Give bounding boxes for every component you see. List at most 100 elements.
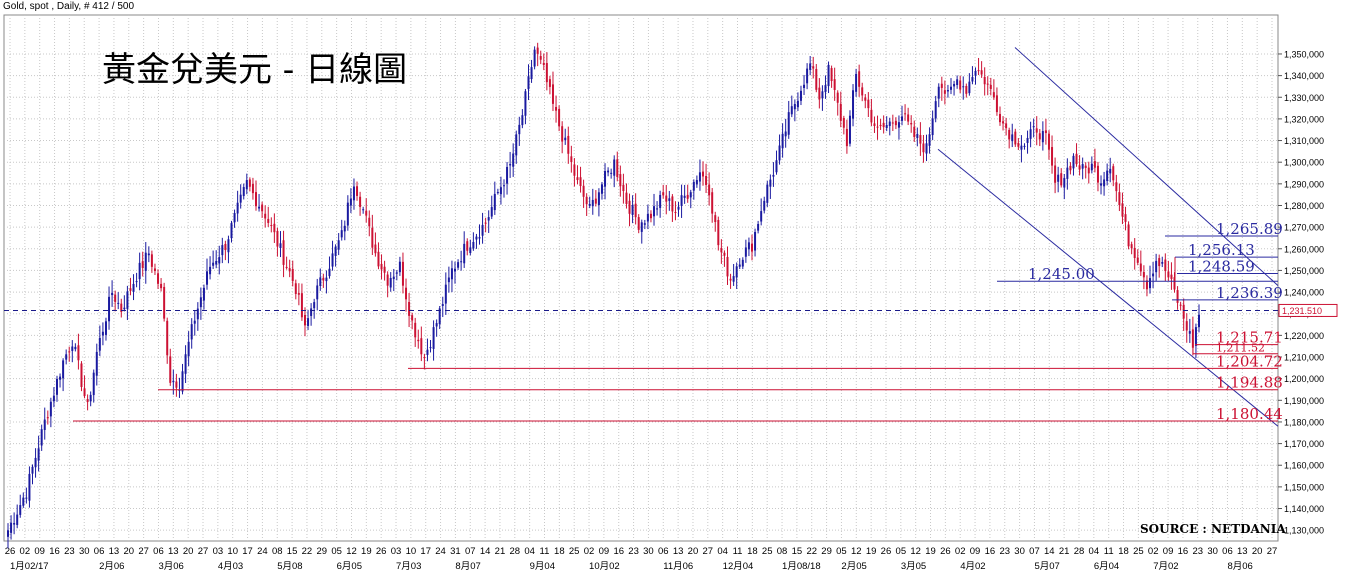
resistance-label: 1,265.89 [1216, 220, 1283, 238]
candle-body [757, 223, 760, 231]
candle [1188, 318, 1191, 343]
candle [720, 239, 723, 264]
candle-body [790, 106, 793, 115]
candle [405, 278, 408, 312]
candle [414, 317, 417, 347]
candle-body [307, 318, 310, 326]
y-tick-label: 1,310,000 [1284, 136, 1324, 146]
candle [619, 165, 622, 197]
candle [561, 121, 564, 154]
candle [98, 325, 101, 357]
candle-body [668, 198, 671, 201]
candle-body [613, 159, 616, 176]
candle-body [291, 268, 294, 282]
candle [1179, 301, 1182, 311]
x-day-label: 08 [272, 546, 283, 557]
candle [741, 257, 744, 270]
candle [248, 177, 251, 192]
support-label: 1,211.52 [1216, 342, 1265, 355]
candle [677, 201, 680, 217]
candle [74, 343, 77, 352]
chart-title: 黃金兌美元 - 日線圖 [102, 50, 408, 90]
candle-body [714, 215, 717, 223]
x-month-label: 2月06 [99, 561, 124, 572]
candle-body [493, 193, 496, 211]
candle [52, 387, 55, 408]
candle [1069, 162, 1072, 175]
candle [809, 55, 812, 76]
candle-body [239, 194, 242, 203]
candle [824, 75, 827, 99]
candle-body [842, 118, 845, 128]
candle [876, 115, 879, 140]
candle [282, 230, 285, 278]
candle-body [1133, 247, 1136, 259]
candle [1182, 298, 1185, 331]
candle [1044, 118, 1047, 145]
candle [209, 256, 212, 280]
candle [450, 260, 453, 293]
candle-body [965, 85, 968, 94]
candle [251, 177, 254, 200]
candle [953, 80, 956, 96]
candle [111, 280, 114, 307]
candle-body [481, 224, 484, 236]
candle [1051, 135, 1054, 174]
candle [793, 99, 796, 122]
candle [821, 85, 824, 111]
candle [13, 512, 16, 535]
candle-body [812, 66, 815, 69]
candle-body [729, 278, 732, 281]
candle [1198, 304, 1200, 333]
candle-body [818, 87, 821, 100]
x-month-label: 2月05 [841, 561, 866, 572]
candle-body [114, 294, 117, 302]
candle [1063, 173, 1066, 200]
candle-body [610, 172, 613, 174]
candle-body [316, 285, 319, 300]
candle-body [1014, 131, 1017, 145]
candle [328, 256, 331, 279]
candle [1008, 127, 1011, 149]
candle [653, 193, 656, 226]
candle-body [1066, 167, 1069, 179]
candle-body [1044, 130, 1047, 134]
candle [319, 268, 322, 291]
candle-body [671, 196, 674, 212]
candle-body [160, 283, 163, 289]
candle-body [1020, 145, 1023, 150]
candle-body [548, 79, 551, 87]
candle [971, 66, 974, 85]
upper-trend-line [1014, 47, 1279, 286]
candle [518, 116, 521, 146]
candle-body [649, 213, 652, 219]
candle-body [138, 262, 141, 280]
candle-body [747, 242, 750, 250]
candle [888, 117, 891, 136]
x-month-label: 10月02 [589, 561, 620, 572]
candle [1011, 123, 1014, 148]
candle-body [65, 354, 68, 360]
candle [766, 180, 769, 207]
candle-body [845, 128, 848, 147]
candle-body [25, 497, 28, 499]
x-month-label: 4月03 [218, 561, 243, 572]
candle [502, 179, 505, 198]
candle [848, 110, 851, 147]
candle [622, 173, 625, 204]
candle [10, 515, 13, 540]
candle-body [674, 212, 677, 214]
candle-body [43, 419, 46, 430]
candle-body [720, 247, 723, 253]
x-day-label: 06 [153, 546, 164, 557]
candle [784, 118, 787, 148]
x-day-label: 11 [733, 546, 743, 557]
candle [879, 118, 882, 130]
candle-body [1191, 329, 1194, 348]
candle [965, 83, 968, 98]
candle-body [108, 296, 111, 322]
candle-body [695, 180, 698, 185]
x-day-label: 08 [777, 546, 788, 557]
candle [331, 240, 334, 271]
candle [585, 193, 588, 217]
